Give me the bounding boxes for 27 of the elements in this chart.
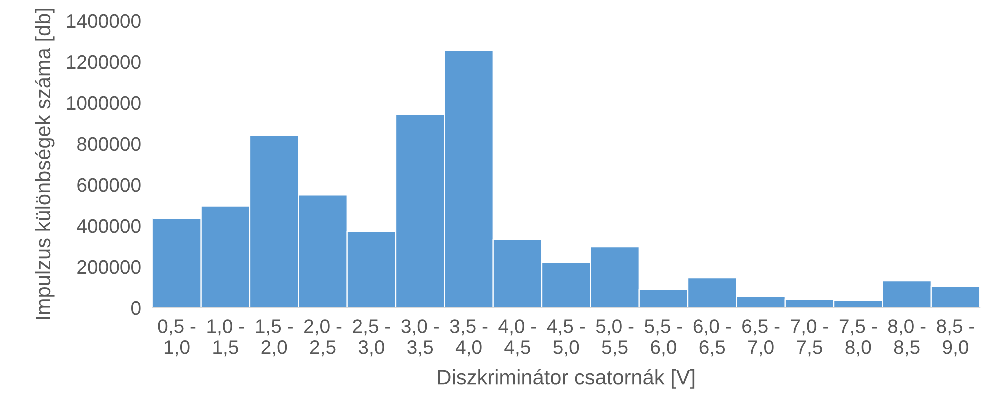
y-tick-label: 200000 <box>78 260 141 274</box>
x-axis-title: Diszkriminátor csatornák [V] <box>438 369 695 389</box>
y-tick-label: 1000000 <box>67 96 141 110</box>
x-tick-label: 5,0 - 5,5 <box>596 320 634 357</box>
x-tick-label: 1,5 - 2,0 <box>256 320 293 357</box>
y-tick-label: 600000 <box>78 178 141 192</box>
y-tick-label: 800000 <box>78 137 141 152</box>
x-tick-label: 4,5 - 5,0 <box>547 320 585 357</box>
x-tick-label: 2,0 - 2,5 <box>304 320 342 357</box>
y-axis-title: Impulzus különbségek száma [db] <box>35 9 55 320</box>
y-tick-label: 1200000 <box>67 55 141 70</box>
y-tick-label: 1400000 <box>67 14 141 28</box>
x-tick-label: 0,5 - 1,0 <box>158 320 196 357</box>
x-tick-label: 7,0 - 7,5 <box>791 320 828 357</box>
x-tick-label: 2,5 - 3,0 <box>353 320 390 357</box>
x-tick-label: 8,5 - 9,0 <box>937 320 974 357</box>
y-tick-label: 0 <box>132 301 141 316</box>
x-tick-label: 5,5 - 6,0 <box>645 320 682 357</box>
x-tick-label: 1,0 - 1,5 <box>208 320 244 357</box>
x-tick-label: 8,0 - 8,5 <box>888 320 926 357</box>
x-tick-label: 3,5 - 4,0 <box>450 320 488 357</box>
y-tick-label: 400000 <box>77 219 141 234</box>
x-tick-label: 6,0 - 6,5 <box>694 320 731 357</box>
x-tick-label: 6,5 - 7,0 <box>742 320 780 357</box>
x-tick-label: 4,0 - 4,5 <box>498 320 536 357</box>
x-tick-label: 3,0 - 3,5 <box>402 320 439 357</box>
x-tick-label: 7,5 - 8,0 <box>840 320 877 357</box>
